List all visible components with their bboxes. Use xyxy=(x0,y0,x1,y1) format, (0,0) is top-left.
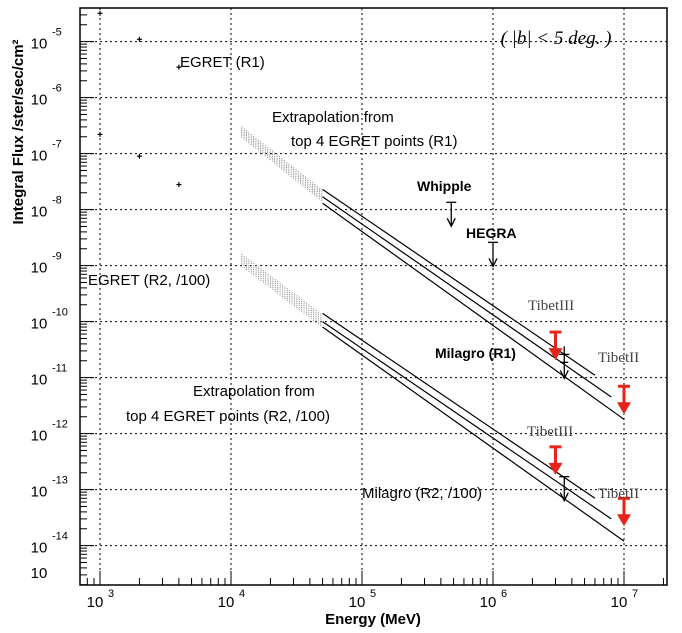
upper-limit-arrowhead xyxy=(488,258,498,268)
x-tick-label: 10 xyxy=(611,594,628,611)
x-tick-label: 10 xyxy=(349,594,366,611)
label-tibet3-r2: TibetIII xyxy=(527,424,573,440)
x-tick-exponent: 3 xyxy=(108,588,114,600)
extrapolation-band-line xyxy=(241,257,323,320)
egret-points xyxy=(97,10,182,188)
y-axis: 10 -5 10 -6 10 -7 10 -8 10 -9 10 -10 10 -11 10 -12 10 -13… xyxy=(31,14,94,586)
extrapolation-band-line xyxy=(241,261,323,324)
extrapolation-line xyxy=(322,188,596,376)
extrapolation-band-line xyxy=(241,253,323,316)
y-tick-label: 10 xyxy=(31,148,48,165)
y-tick-label: 10 xyxy=(31,36,48,53)
x-axis: 10 3 10 4 10 5 10 6 10 7 xyxy=(87,571,664,611)
x-tick-exponent: 6 xyxy=(501,588,507,600)
upper-limit-arrowhead xyxy=(548,462,563,475)
label-whipple: Whipple xyxy=(417,178,472,194)
extrapolation-bands xyxy=(241,126,323,328)
extrapolation-line xyxy=(322,312,596,499)
y-tick-label: 10 xyxy=(31,372,48,389)
upper-limit-arrowhead xyxy=(559,492,569,503)
y-tick-label: 10 xyxy=(31,540,48,557)
upper-limit-arrowhead xyxy=(617,402,631,415)
y-tick-label: 10 xyxy=(31,92,48,109)
extrapolation-line xyxy=(322,196,612,398)
label-egret-r2: EGRET (R2, /100) xyxy=(88,272,210,289)
label-tibet2-r1: TibetII xyxy=(598,350,639,366)
y-tick-exponent: -12 xyxy=(52,419,68,431)
y-tick-exponent: -14 xyxy=(52,531,68,543)
extrapolation-band-line xyxy=(241,136,323,202)
x-axis-title: Energy (MeV) xyxy=(325,611,421,628)
label-hegra: HEGRA xyxy=(466,225,517,241)
latitude-cut-label: ( |b| < 5 deg. ) xyxy=(501,28,612,49)
label-egret-r1: EGRET (R1) xyxy=(180,54,265,71)
y-axis-title: Integral Flux /ster/sec/cm² xyxy=(10,39,27,224)
y-tick-label: 10 xyxy=(31,565,48,582)
chart-grid xyxy=(80,8,667,585)
extrapolation-line xyxy=(322,321,612,520)
plot-frame xyxy=(79,7,668,586)
y-tick-exponent: -8 xyxy=(52,195,62,207)
label-extrapolation-r2-line2: top 4 EGRET points (R2, /100) xyxy=(126,408,330,425)
upper-limits xyxy=(446,201,631,527)
x-tick-exponent: 7 xyxy=(632,588,638,600)
extrapolation-band-line xyxy=(241,126,323,191)
extrapolation-line xyxy=(322,326,625,542)
extrapolation-band-line xyxy=(241,263,323,326)
upper-limit-arrowhead xyxy=(446,218,456,228)
extrapolation-band-line xyxy=(241,129,323,195)
label-extrapolation-r2-line1: Extrapolation from xyxy=(193,383,315,400)
y-tick-exponent: -9 xyxy=(52,251,62,263)
y-tick-label: 10 xyxy=(31,260,48,277)
y-tick-exponent: -10 xyxy=(52,307,68,319)
y-tick-exponent: -6 xyxy=(52,83,62,95)
extrapolation-band-line xyxy=(241,265,323,328)
upper-limit-arrowhead xyxy=(617,514,631,527)
y-tick-label: 10 xyxy=(31,204,48,221)
x-tick-exponent: 5 xyxy=(370,588,376,600)
y-tick-label: 10 xyxy=(31,316,48,333)
x-tick-label: 10 xyxy=(480,594,497,611)
y-tick-exponent: -5 xyxy=(52,27,62,39)
extrapolation-band-line xyxy=(241,133,323,199)
extrapolation-band-line xyxy=(241,128,323,193)
extrapolation-band-line xyxy=(241,255,323,318)
extrapolation-line xyxy=(322,202,625,420)
x-tick-label: 10 xyxy=(218,594,235,611)
label-extrapolation-r1-line2: top 4 EGRET points (R1) xyxy=(291,133,457,150)
upper-limit-arrowhead xyxy=(548,348,563,361)
y-tick-exponent: -7 xyxy=(52,139,62,151)
extrapolation-band-line xyxy=(241,131,323,197)
y-tick-exponent: -13 xyxy=(52,475,68,487)
label-extrapolation-r1-line1: Extrapolation from xyxy=(272,109,394,126)
y-tick-exponent: -11 xyxy=(52,363,67,375)
extrapolation-band-line xyxy=(241,259,323,322)
y-tick-label: 10 xyxy=(31,484,48,501)
label-tibet2-r2: TibetII xyxy=(598,486,639,502)
extrapolation-lines xyxy=(322,188,625,542)
y-tick-label: 10 xyxy=(31,428,48,445)
label-milagro-r1: Milagro (R1) xyxy=(435,345,516,361)
x-tick-label: 10 xyxy=(87,594,104,611)
label-tibet3-r1: TibetIII xyxy=(528,298,574,314)
upper-limit-arrowhead xyxy=(559,370,569,380)
label-milagro-r2: Milagro (R2, /100) xyxy=(362,485,482,502)
extrapolation-band-line xyxy=(241,134,323,200)
x-tick-exponent: 4 xyxy=(239,588,245,600)
